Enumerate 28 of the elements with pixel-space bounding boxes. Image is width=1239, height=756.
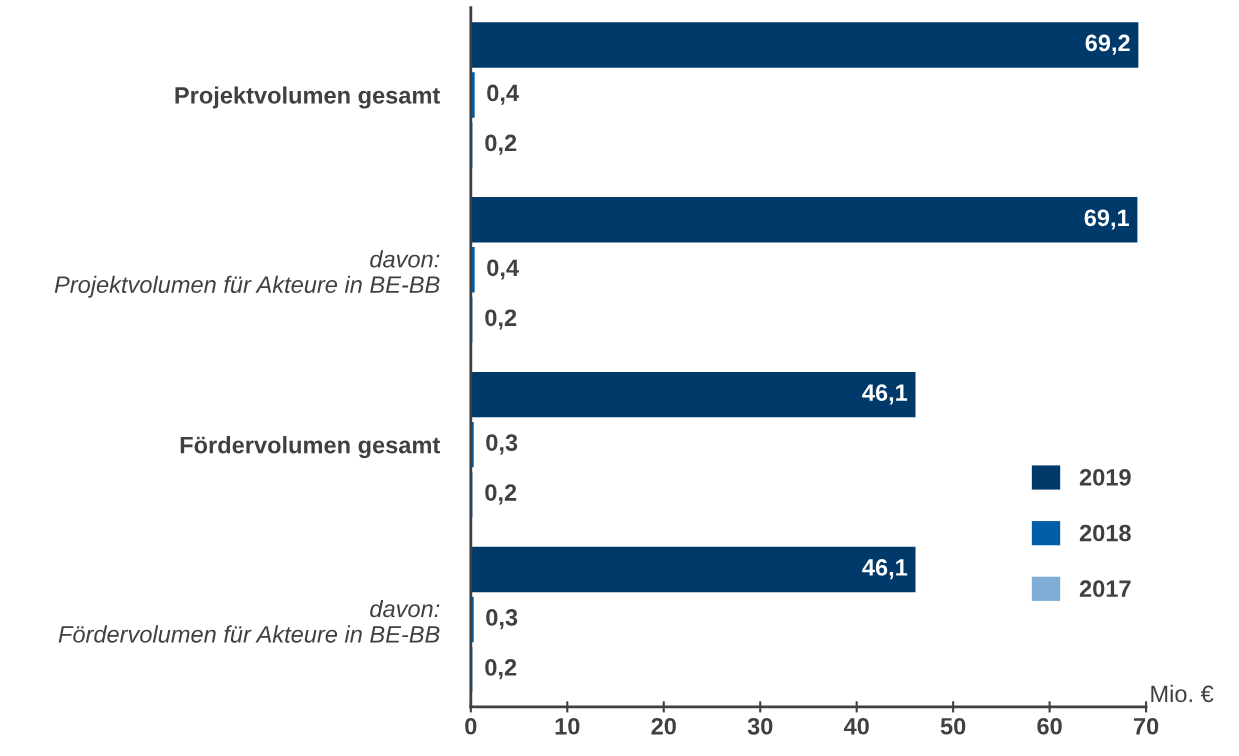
y-tick-label: Projektvolumen gesamt — [175, 86, 440, 109]
x-tick-label: 50 — [940, 717, 966, 735]
x-tick-label: 60 — [1037, 717, 1062, 735]
data-label: 0,4 — [487, 84, 519, 105]
data-label: 69,1 — [1084, 209, 1130, 230]
y-tick-label: Fördervolumen gesamt — [180, 436, 440, 459]
legend-label: 2017 — [1079, 580, 1131, 598]
data-label: 69,2 — [1085, 34, 1130, 55]
data-label: 46,1 — [862, 384, 908, 405]
legend-label: 2019 — [1079, 468, 1131, 486]
data-label: 0,2 — [485, 309, 517, 330]
x-tick-label: 40 — [843, 717, 869, 735]
data-label: 46,1 — [862, 559, 908, 580]
data-label: 0,2 — [485, 659, 517, 680]
x-tick-label: 70 — [1133, 717, 1159, 735]
x-axis-title: Mio. € — [1151, 684, 1214, 703]
y-tick-label: davon: Fördervolumen für Akteure in BE-BB — [58, 599, 440, 643]
data-label: 0,4 — [487, 259, 519, 280]
data-label: 0,3 — [486, 434, 518, 455]
data-label: 0,2 — [485, 484, 517, 505]
legend-label: 2018 — [1079, 524, 1131, 542]
x-tick-label: 10 — [555, 717, 580, 735]
data-label: 0,2 — [485, 134, 517, 155]
x-tick-label: 0 — [465, 717, 477, 735]
data-label: 0,3 — [486, 609, 518, 630]
x-tick-label: 30 — [747, 717, 773, 735]
y-tick-label: davon: Projektvolumen für Akteure in BE-BB — [54, 250, 440, 298]
x-tick-label: 20 — [651, 717, 676, 735]
